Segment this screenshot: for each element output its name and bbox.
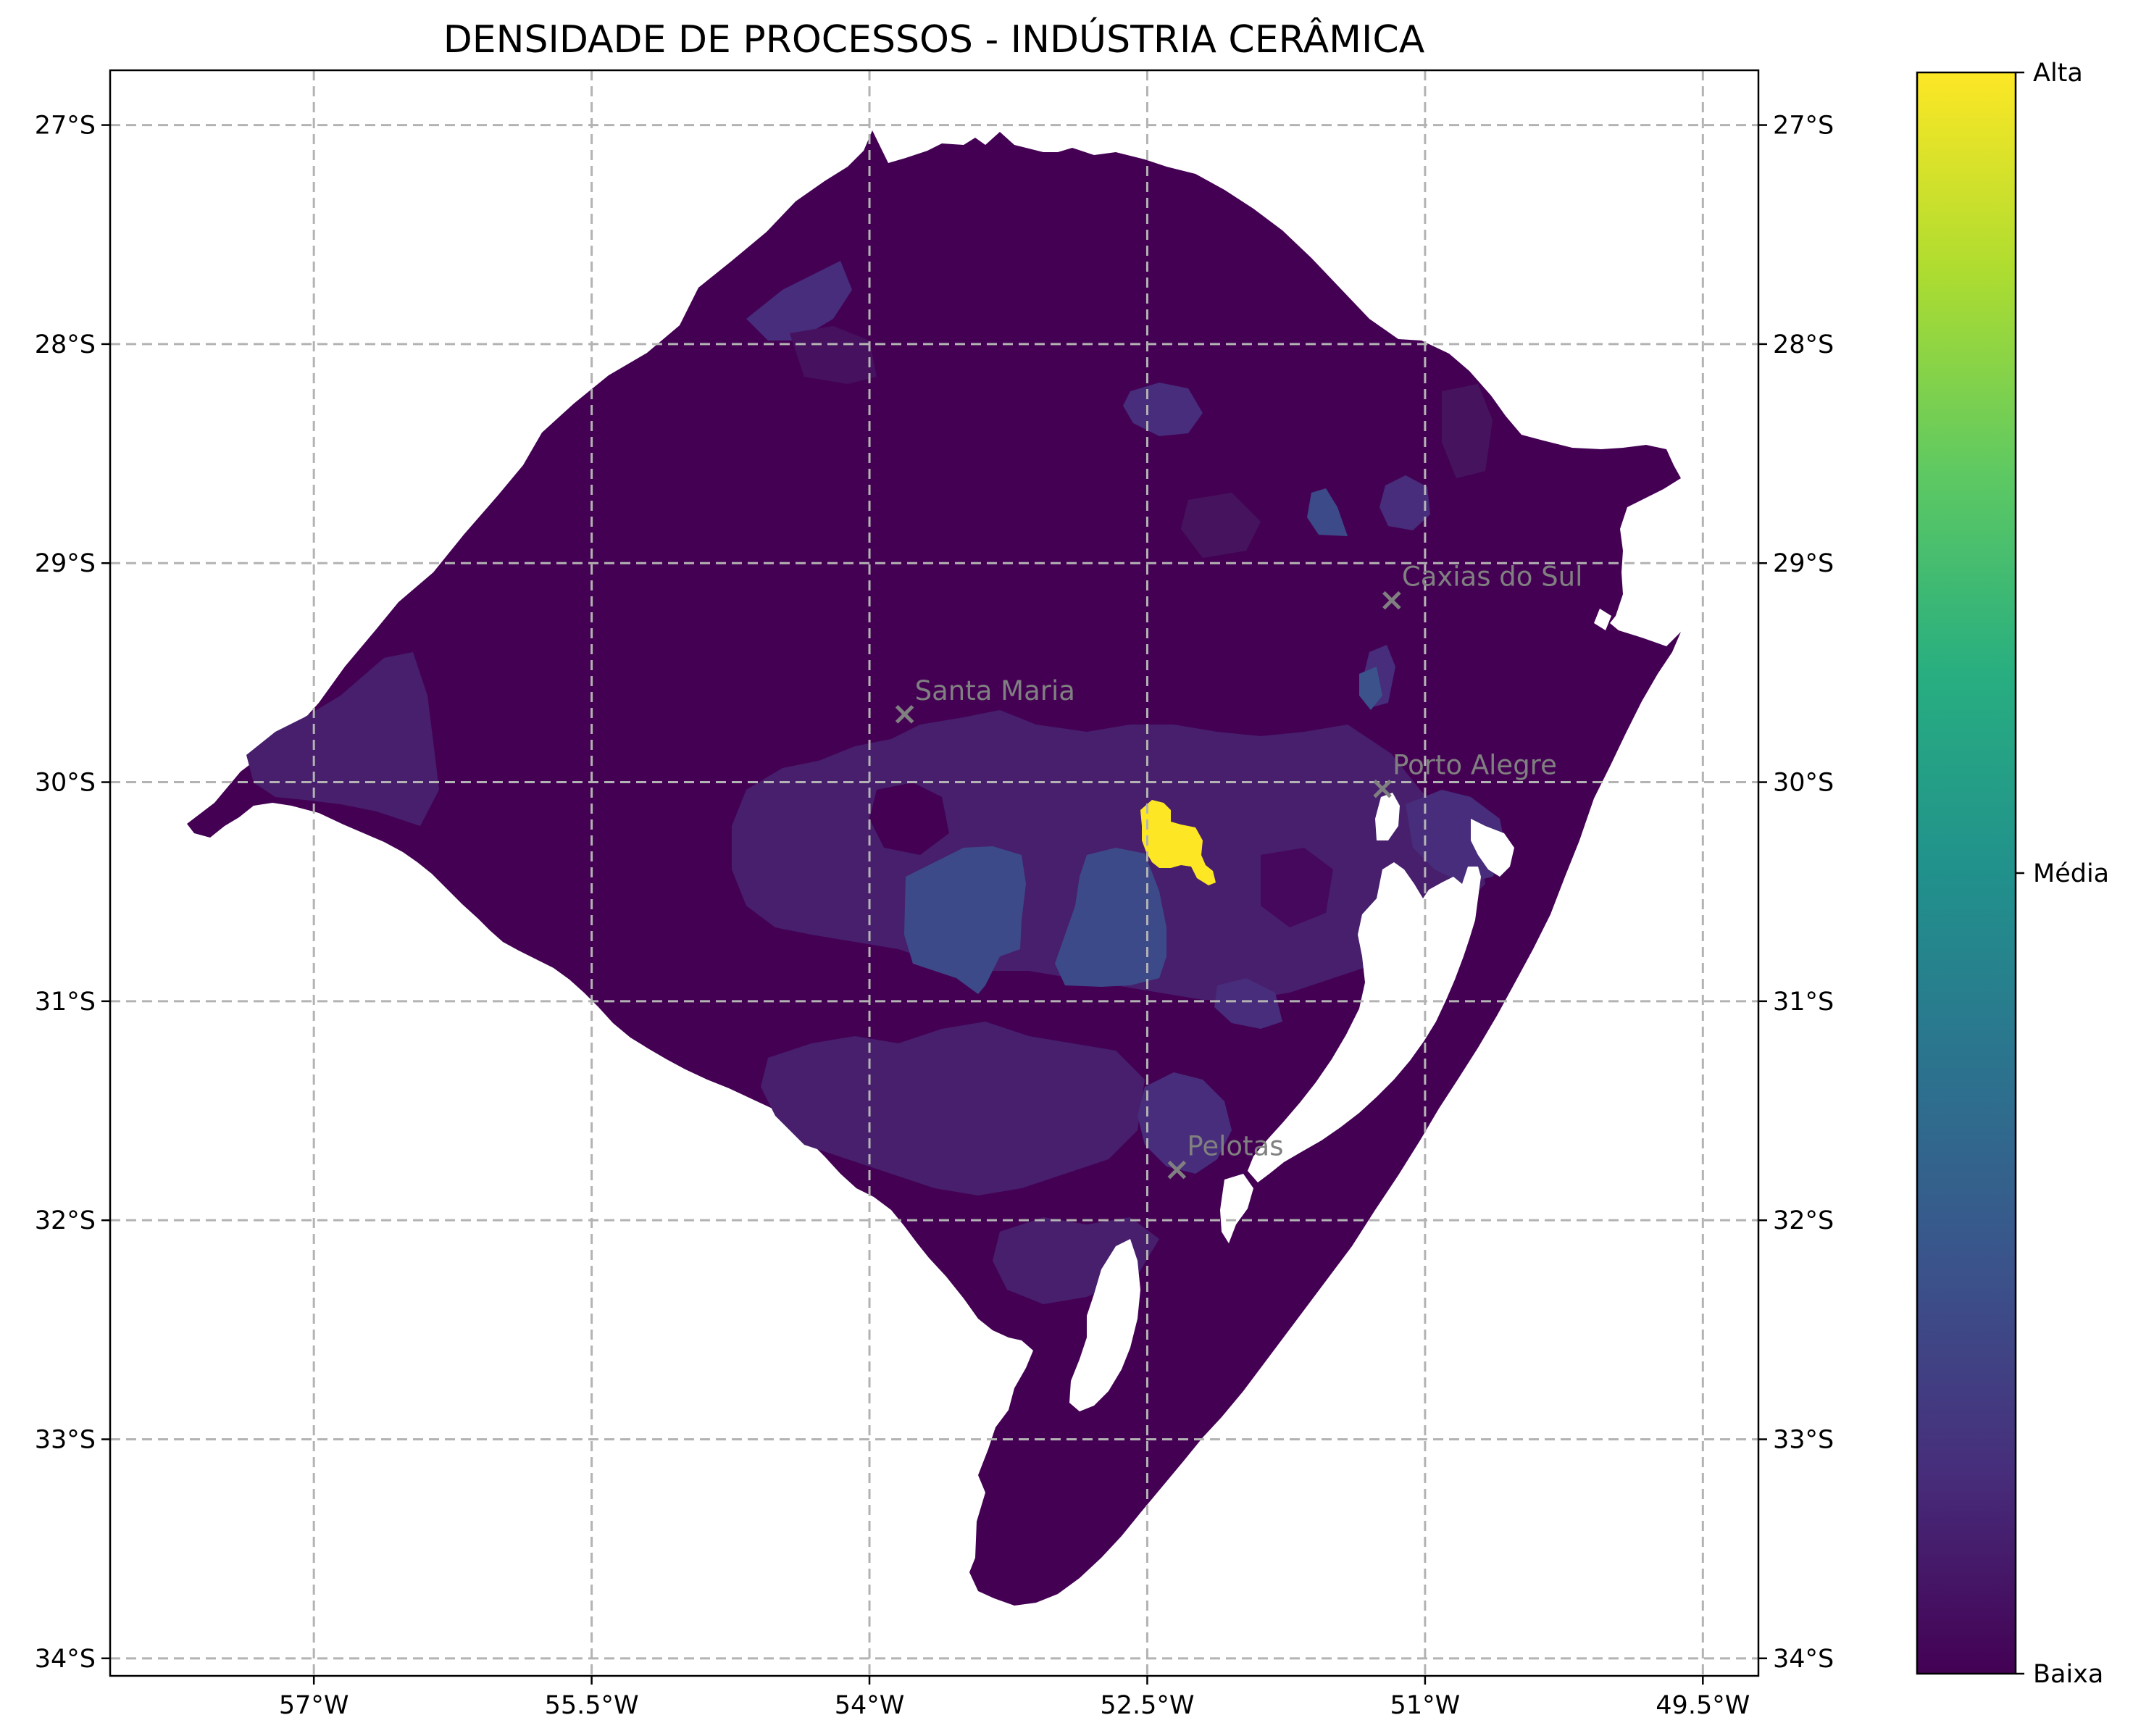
region-blue-west	[904, 846, 1026, 994]
region-nw-2	[790, 326, 877, 384]
region-ne-3	[1442, 384, 1493, 478]
region-nw-1	[746, 261, 852, 341]
lagoa-east-lobe	[1471, 819, 1514, 877]
gridlines	[110, 70, 1758, 1676]
x-tick-label: 51°W	[1390, 1691, 1461, 1720]
region-n-center	[1123, 383, 1203, 436]
region-se-small	[1214, 978, 1282, 1029]
x-marker-icon	[1167, 1160, 1187, 1180]
region-central-dark-1	[869, 783, 949, 855]
y-tick-label-left: 33°S	[35, 1425, 96, 1454]
y-tick-label-right: 29°S	[1773, 549, 1834, 578]
y-tick-label-right: 34°S	[1773, 1645, 1834, 1674]
y-tick-label-left: 28°S	[35, 330, 96, 359]
x-tick-label: 52.5°W	[1100, 1691, 1194, 1720]
region-ne-5	[1181, 493, 1261, 558]
lagoa-dos-patos	[1248, 862, 1481, 1182]
map-panel: Caxias do Sul Santa Maria Porto Alegre Pelo…	[35, 69, 1834, 1720]
coastal-lagoon-ne	[1594, 609, 1611, 630]
region-blue-center	[1055, 848, 1166, 987]
region-porto-alegre-north	[1359, 667, 1382, 710]
city-marker: Santa Maria	[895, 675, 1075, 724]
region-pelotas	[1138, 1072, 1232, 1174]
y-tick-label-right: 28°S	[1773, 330, 1834, 359]
y-tick-label-left: 32°S	[35, 1206, 96, 1235]
lagoa-mirim	[1069, 1239, 1140, 1411]
city-marker: Porto Alegre	[1373, 750, 1557, 798]
map-axes: 57°W 55.5°W 54°W 52.5°W 51°W 49.5°W 27°S 27°S 28…	[35, 112, 1834, 1720]
city-marker: Caxias do Sul	[1382, 562, 1583, 610]
x-tick-label: 54°W	[835, 1691, 905, 1720]
city-markers: Caxias do Sul Santa Maria Porto Alegre Pelo…	[895, 562, 1583, 1180]
colorbar-tick-label: Média	[2033, 859, 2109, 888]
hotspot-municipality	[1140, 800, 1216, 885]
region-ne-2	[1307, 488, 1348, 536]
city-label: Santa Maria	[915, 675, 1075, 706]
x-tick-label: 55.5°W	[545, 1691, 639, 1720]
lagoa-canal-south	[1220, 1174, 1253, 1243]
y-tick-label-right: 30°S	[1773, 769, 1834, 798]
map-title: DENSIDADE DE PROCESSOS - INDÚSTRIA CERÂM…	[443, 17, 1425, 62]
porto-alegre-estuary	[1375, 793, 1400, 840]
colorbar-tick-label: Alta	[2033, 59, 2083, 88]
colorbar-gradient	[1917, 72, 2016, 1674]
city-label: Pelotas	[1187, 1131, 1283, 1162]
x-tick-label: 49.5°W	[1656, 1691, 1750, 1720]
city-label: Porto Alegre	[1393, 750, 1557, 781]
y-tick-label-right: 32°S	[1773, 1206, 1834, 1235]
y-tick-label-right: 27°S	[1773, 112, 1834, 141]
city-marker: Pelotas	[1167, 1131, 1284, 1180]
y-tick-label-left: 34°S	[35, 1645, 96, 1674]
region-central-dark-2	[1261, 848, 1333, 927]
x-tick-label: 57°W	[279, 1691, 349, 1720]
y-tick-label-right: 33°S	[1773, 1425, 1834, 1454]
colorbar-ticks: Alta Média Baixa	[2016, 59, 2109, 1689]
map-frame	[109, 69, 1760, 1677]
y-tick-label-right: 31°S	[1773, 988, 1834, 1017]
region-south-band	[761, 1022, 1145, 1195]
y-tick-label-left: 29°S	[35, 549, 96, 578]
y-tick-label-left: 30°S	[35, 769, 96, 798]
x-marker-icon	[1373, 779, 1392, 798]
colorbar: Alta Média Baixa	[1916, 59, 2109, 1689]
x-marker-icon	[895, 705, 914, 724]
y-tick-label-left: 27°S	[35, 112, 96, 141]
colorbar-tick-label: Baixa	[2033, 1660, 2103, 1689]
y-tick-label-left: 31°S	[35, 988, 96, 1017]
city-label: Caxias do Sul	[1402, 562, 1583, 593]
region-porto-alegre	[1406, 790, 1507, 884]
region-ne-1	[1379, 475, 1430, 530]
x-marker-icon	[1382, 591, 1401, 610]
